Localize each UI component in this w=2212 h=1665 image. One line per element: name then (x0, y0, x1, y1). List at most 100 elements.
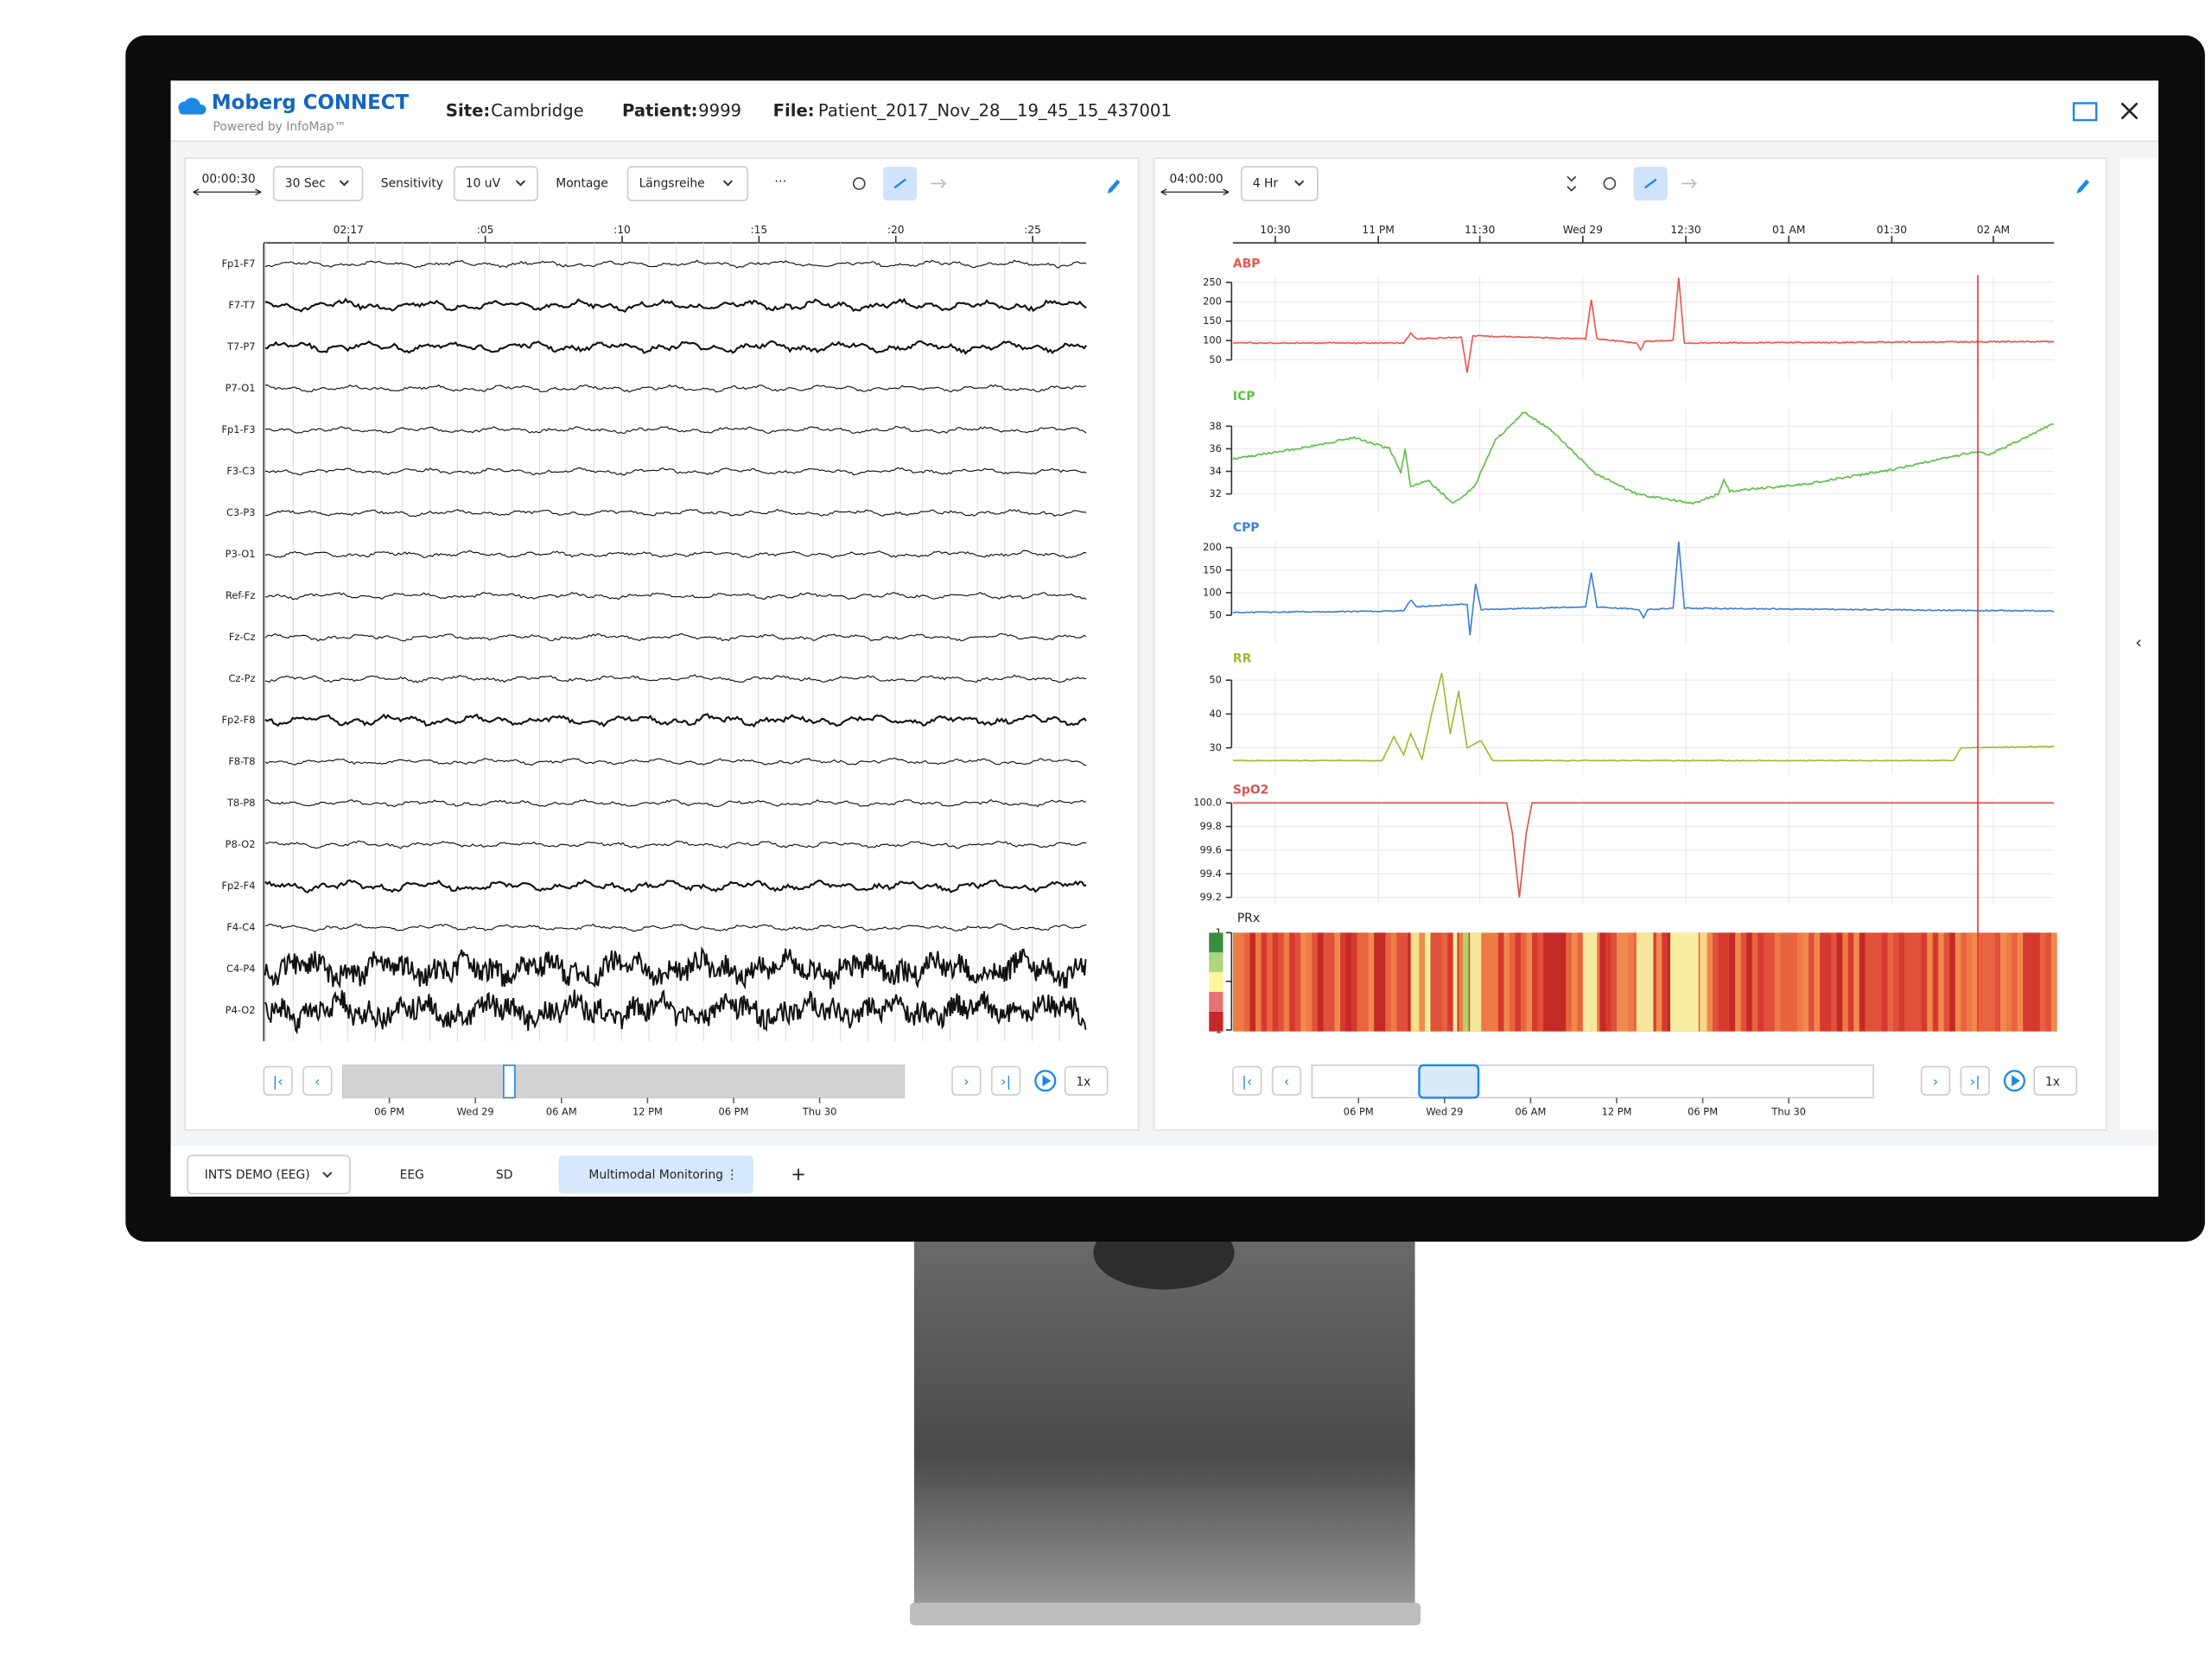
close-button[interactable] (2120, 102, 2139, 120)
speed-button[interactable] (2033, 1065, 2078, 1096)
heatmap-cell (1881, 932, 1888, 1032)
heatmap-cell (1481, 932, 1488, 1032)
heatmap-cell (1735, 932, 1742, 1032)
heatmap-cell (1526, 932, 1533, 1032)
heatmap-cell (1503, 932, 1510, 1032)
heatmap-cell (1966, 932, 1973, 1032)
heatmap-cell (2034, 932, 2041, 1032)
heatmap-cell (1887, 932, 1894, 1032)
speed-button[interactable] (1064, 1065, 1109, 1096)
speed: 1x (1076, 1075, 1090, 1089)
collapse-button[interactable] (1567, 175, 1577, 192)
trend-window[interactable]: 04:00:00 (1169, 173, 1223, 187)
scale-cell (1209, 952, 1224, 973)
heatmap-cell (1785, 932, 1792, 1032)
sensitivity: 10 uV (466, 176, 501, 190)
heatmap-cell (1577, 932, 1584, 1032)
track-name: SpO2 (1233, 784, 1268, 798)
timeline[interactable] (1311, 1064, 1874, 1099)
eeg-window[interactable]: 00:00:30 (201, 173, 255, 187)
nav-icon: |‹ (1242, 1073, 1252, 1090)
tab[interactable] (558, 1155, 753, 1194)
heatmap-cell (1797, 932, 1803, 1032)
eeg-trace (264, 989, 1087, 1035)
channel-label: P3-O1 (226, 548, 256, 560)
play-button[interactable] (2003, 1070, 2025, 1092)
timeline-thumb (1418, 1064, 1480, 1099)
chevron (322, 1172, 333, 1179)
heatmap-cell (1876, 932, 1883, 1032)
drawer-toggle[interactable]: ‹ (2135, 632, 2142, 652)
heatmap-cell (1707, 932, 1713, 1032)
nav-button[interactable] (302, 1065, 333, 1096)
nav-button[interactable] (1271, 1065, 1302, 1096)
more-button[interactable]: ··· (774, 175, 786, 189)
y-tick: 40 (1209, 708, 1222, 720)
nav-button[interactable] (951, 1065, 982, 1096)
channel-label: Fp1-F3 (222, 423, 256, 435)
montage-select[interactable] (626, 166, 749, 201)
nav-button[interactable] (263, 1065, 293, 1096)
edit-button[interactable] (1107, 179, 1121, 194)
keyboard-button[interactable] (2072, 102, 2098, 122)
tab-label: Multimodal Monitoring (588, 1168, 723, 1182)
tab-bar (170, 1145, 2158, 1197)
tagline: Powered by InfoMap™ (213, 120, 346, 134)
heatmap-cell (2005, 932, 2012, 1032)
clock-button[interactable] (1603, 177, 1617, 190)
nav-button[interactable] (1232, 1065, 1262, 1096)
y-tick: 99.4 (1199, 867, 1221, 880)
duration-select[interactable] (272, 166, 364, 201)
trend-duration-select[interactable] (1240, 166, 1319, 201)
track-name: ABP (1233, 257, 1260, 271)
forward-button[interactable] (931, 179, 947, 188)
y-tick: 200 (1203, 296, 1222, 308)
channel-label: P4-O2 (226, 1004, 256, 1016)
clock-button[interactable] (852, 177, 866, 190)
y-tick: 99.6 (1199, 843, 1221, 855)
scale-cell (1209, 972, 1224, 992)
time-tick: Wed 29 (1563, 224, 1603, 236)
y-tick: 50 (1209, 353, 1222, 365)
nav-tick: 06 AM (1516, 1105, 1547, 1117)
heatmap-cell (1650, 932, 1657, 1032)
heatmap-cell (1921, 932, 1928, 1032)
heatmap-cell (1859, 932, 1866, 1032)
y-tick: 34 (1209, 465, 1222, 477)
eeg-trace (264, 798, 1087, 808)
trend-trace (1232, 277, 2055, 373)
nav-tick: 12 PM (1602, 1105, 1632, 1117)
timeline[interactable] (341, 1064, 906, 1099)
channel-label: C4-P4 (226, 963, 255, 975)
edit-button[interactable] (2076, 179, 2089, 194)
time-tick: 10:30 (1260, 224, 1290, 236)
forward-button[interactable] (1681, 179, 1698, 188)
nav-button[interactable] (1960, 1065, 1990, 1096)
nav-tick: 06 PM (1344, 1105, 1374, 1117)
time-tick: 01 AM (1772, 224, 1805, 236)
play-icon (1042, 1075, 1052, 1087)
nav-button[interactable] (990, 1065, 1021, 1096)
sensitivity-select[interactable] (453, 166, 538, 201)
file-label: File: (773, 101, 815, 121)
brand: Moberg CONNECT (212, 92, 410, 114)
heatmap-cell (1328, 932, 1335, 1032)
channel-label: Cz-Pz (229, 672, 256, 684)
heatmap-cell (1972, 932, 1979, 1032)
play-button[interactable] (1034, 1070, 1057, 1092)
time-tick: 01:30 (1877, 224, 1907, 236)
heatmap-cell (1436, 932, 1442, 1032)
tab[interactable] (187, 1154, 351, 1195)
time-tick: 02:17 (334, 224, 364, 236)
nav-tick: 06 AM (546, 1105, 577, 1117)
heatmap-cell (1865, 932, 1872, 1032)
nav-button[interactable] (1920, 1065, 1951, 1096)
stand (913, 1227, 1415, 1609)
y-tick: 30 (1209, 741, 1222, 753)
add-tab[interactable]: + (791, 1164, 806, 1185)
heatmap-cell (1617, 932, 1623, 1032)
link-icon (893, 178, 906, 189)
heatmap-cell (1751, 932, 1758, 1032)
heatmap-cell (1825, 932, 1832, 1032)
heatmap-cell (1718, 932, 1725, 1032)
